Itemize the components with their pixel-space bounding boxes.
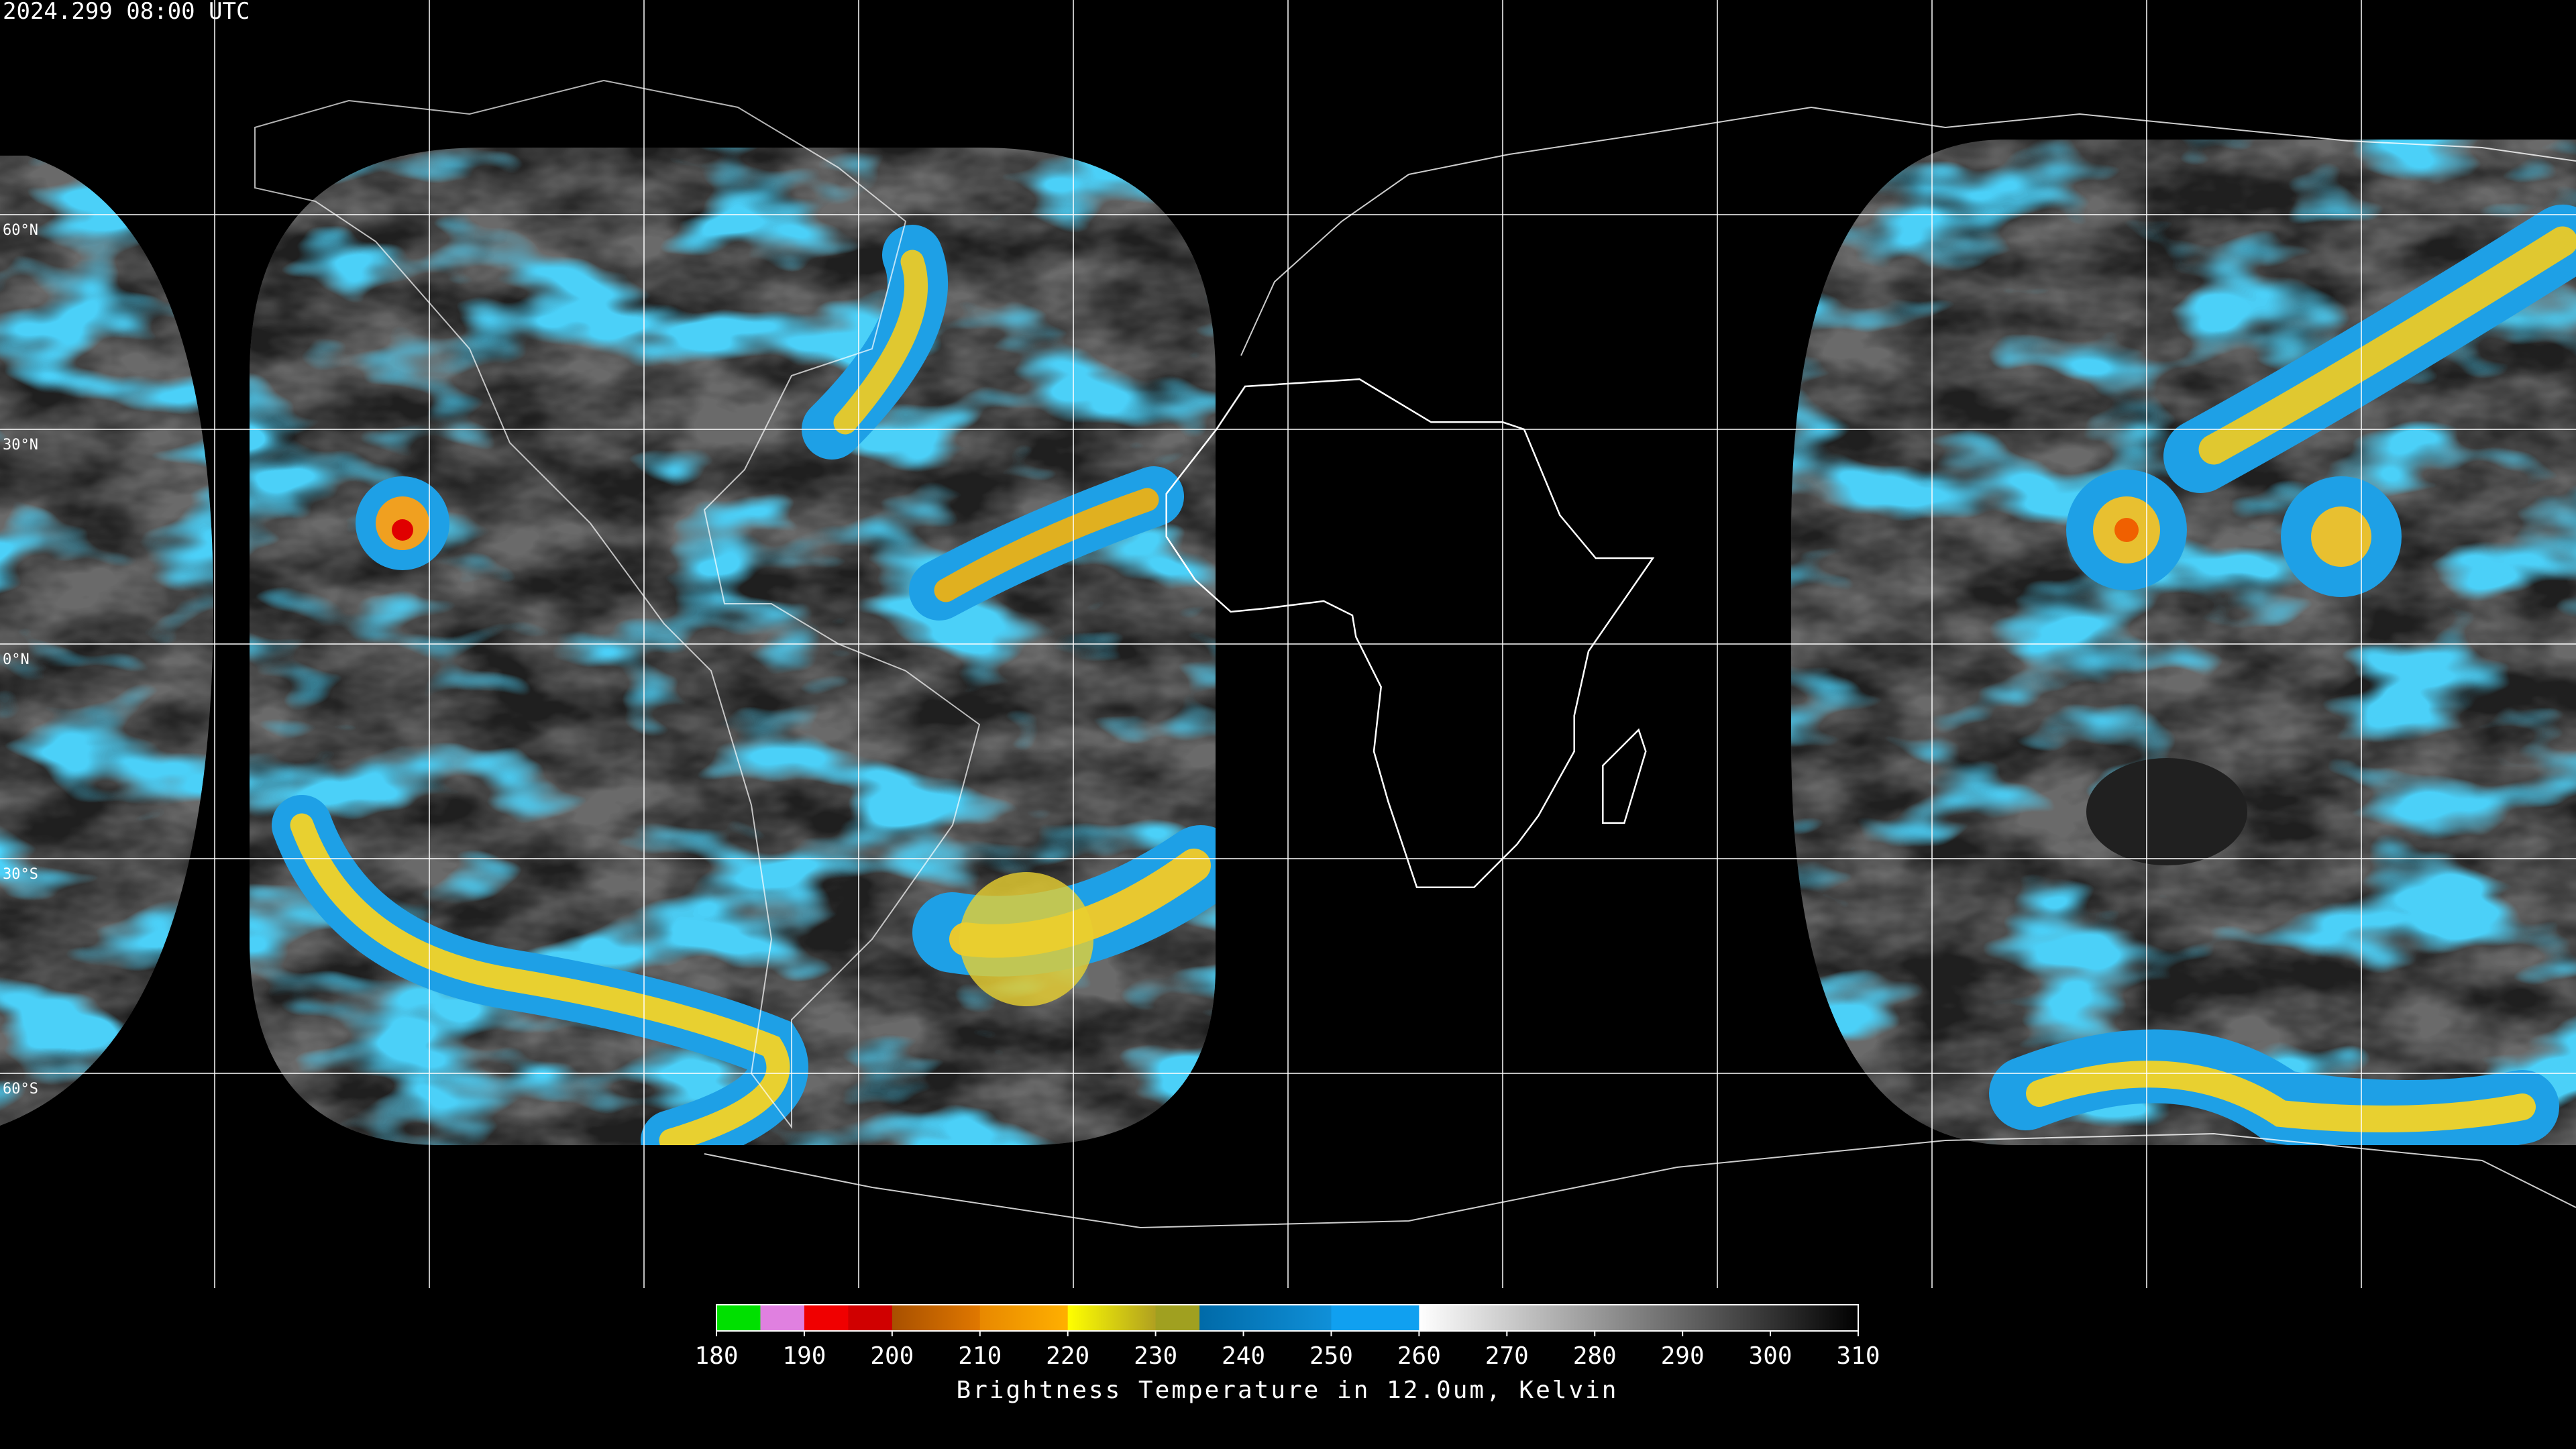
colorbar-tick-label: 190 — [782, 1342, 826, 1370]
colorbar-tick-label: 220 — [1046, 1342, 1089, 1370]
latitude-label: 0°N — [3, 651, 30, 668]
colorbar-tick-label: 180 — [694, 1342, 738, 1370]
colorbar-segment — [804, 1305, 849, 1331]
coastline-americas — [254, 79, 981, 1129]
coastline-antarctica — [704, 1132, 2576, 1229]
graticule — [0, 0, 2576, 1288]
colorbar-tick-label: 260 — [1397, 1342, 1441, 1370]
colorbar-segment — [1155, 1305, 1200, 1331]
coastline-eurasia — [1240, 106, 2576, 356]
latitude-label: 60°N — [3, 222, 38, 239]
coastline-madagascar — [1602, 728, 1647, 824]
colorbar-segment — [760, 1305, 805, 1331]
coastline-africa — [1165, 378, 1655, 888]
frontal-bands — [272, 205, 2576, 1145]
timestamp: 2024.299 08:00 UTC — [3, 0, 250, 25]
colorbar-segment — [1419, 1305, 1859, 1331]
colorbar-segment — [848, 1305, 893, 1331]
latitude-label: 60°S — [3, 1081, 38, 1097]
colorbar-segment — [892, 1305, 981, 1331]
latitude-label: 30°S — [3, 866, 38, 883]
colorbar-tick-label: 280 — [1573, 1342, 1617, 1370]
colorbar-tick-label: 230 — [1134, 1342, 1177, 1370]
colorbar-tick-label: 310 — [1836, 1342, 1880, 1370]
colorbar-tick-label: 290 — [1661, 1342, 1705, 1370]
latitude-label: 30°N — [3, 437, 38, 453]
colorbar-segment — [716, 1305, 761, 1331]
colorbar-tick-label: 200 — [870, 1342, 914, 1370]
colorbar: 180 190 200 210 220 230 240 250 260 270 280 290 300 3… — [694, 1304, 1880, 1370]
colorbar-tick-label: 300 — [1749, 1342, 1792, 1370]
colorbar-segment — [1199, 1305, 1332, 1331]
storms — [356, 470, 2402, 1006]
colorbar-segment — [1331, 1305, 1419, 1331]
colorbar-tick-label: 240 — [1222, 1342, 1265, 1370]
latitude-labels: 60°N 30°N 0°N 30°S 60°S — [3, 222, 38, 1097]
colorbar-tick-label: 250 — [1309, 1342, 1353, 1370]
colorbar-frame — [716, 1304, 1859, 1332]
colorbar-label: Brightness Temperature in 12.0um, Kelvin — [957, 1377, 1619, 1404]
colorbar-tick-label: 270 — [1485, 1342, 1529, 1370]
colorbar-segment — [1067, 1305, 1157, 1331]
colorbar-tick-label: 210 — [958, 1342, 1002, 1370]
colorbar-segment — [979, 1305, 1069, 1331]
